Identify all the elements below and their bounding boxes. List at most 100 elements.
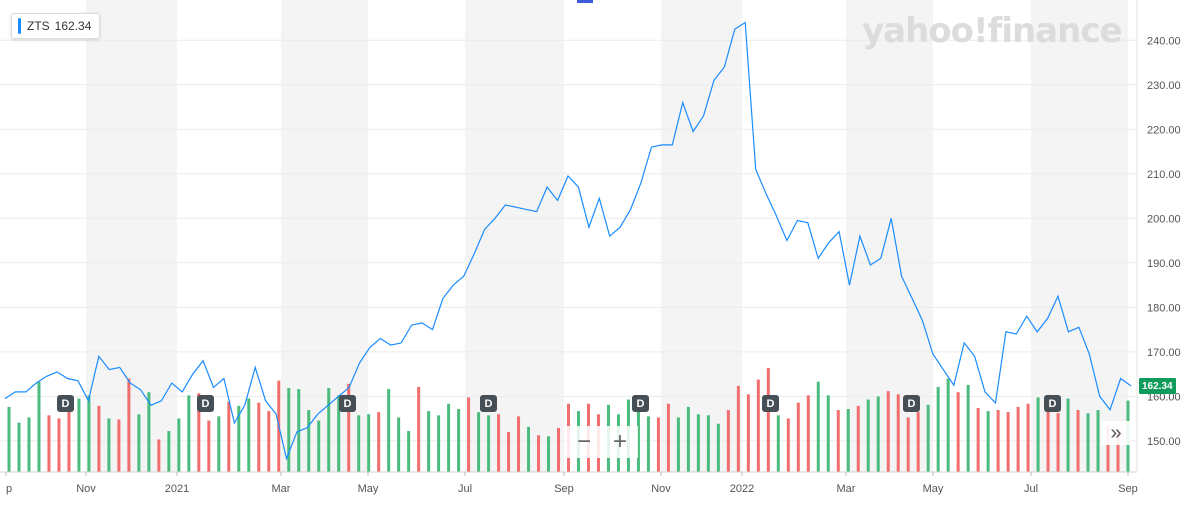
volume-bar [1056, 413, 1060, 472]
volume-bar [806, 395, 810, 472]
volume-bar [87, 395, 91, 472]
volume-bar [267, 411, 271, 472]
range-handle[interactable] [577, 0, 593, 3]
volume-bar [826, 395, 830, 472]
volume-bar [497, 414, 501, 472]
dividend-marker[interactable]: D [480, 395, 497, 412]
volume-bar [147, 392, 151, 472]
volume-bar [447, 403, 451, 472]
volume-bar [27, 417, 31, 472]
dividend-marker[interactable]: D [632, 395, 649, 412]
volume-bar [47, 415, 51, 472]
volume-bar [946, 378, 950, 472]
y-tick-label: 220.00 [1147, 124, 1181, 136]
month-band [281, 0, 368, 472]
volume-bar [976, 407, 980, 472]
volume-bar [257, 402, 261, 472]
volume-bar [1096, 410, 1100, 472]
volume-bar [217, 416, 221, 472]
y-tick-label: 200.00 [1147, 213, 1181, 225]
zoom-out-button[interactable]: − [576, 428, 591, 455]
month-band [86, 0, 177, 472]
volume-bar [706, 415, 710, 472]
volume-bar [906, 417, 910, 472]
dividend-marker[interactable]: D [1044, 395, 1061, 412]
volume-bar [397, 417, 401, 472]
volume-bar [157, 439, 161, 472]
volume-bar [1116, 430, 1120, 472]
dividend-marker[interactable]: D [903, 395, 920, 412]
volume-bar [846, 409, 850, 472]
volume-bar [377, 412, 381, 472]
volume-bar [966, 384, 970, 472]
volume-bar [836, 410, 840, 472]
dividend-marker[interactable]: D [197, 395, 214, 412]
volume-bar [77, 398, 81, 472]
volume-bar [237, 405, 241, 472]
volume-bar [656, 417, 660, 472]
month-band [661, 0, 742, 472]
volume-bar [467, 397, 471, 472]
volume-bar [666, 403, 670, 472]
y-tick-label: 180.00 [1147, 302, 1181, 314]
volume-bar [337, 395, 341, 472]
volume-bar [676, 417, 680, 472]
volume-bar [756, 379, 760, 472]
volume-bar [916, 412, 920, 472]
dividend-marker[interactable]: D [57, 395, 74, 412]
x-tick-label: Mar [272, 483, 291, 495]
x-tick-label: Jul [458, 483, 472, 495]
volume-bar [287, 388, 291, 472]
volume-bar [796, 402, 800, 472]
volume-bar [636, 399, 640, 472]
x-tick-label: May [923, 483, 944, 495]
volume-bar [387, 389, 391, 472]
volume-bar [1106, 425, 1110, 472]
volume-bar [437, 415, 441, 472]
volume-bar [776, 415, 780, 472]
volume-bar [786, 418, 790, 472]
volume-bar [686, 406, 690, 472]
volume-bar [167, 431, 171, 472]
volume-bar [936, 386, 940, 472]
y-tick-label: 210.00 [1147, 169, 1181, 181]
volume-bar [746, 394, 750, 472]
volume-bar [766, 368, 770, 472]
volume-bar [197, 393, 201, 472]
y-tick-label: 150.00 [1147, 436, 1181, 448]
price-line [4, 21, 1132, 461]
volume-bar [327, 388, 331, 472]
volume-bar [896, 394, 900, 472]
volume-bar [127, 378, 131, 472]
symbol-badge[interactable]: ZTS 162.34 [11, 13, 101, 39]
scroll-right-button[interactable]: » [1101, 421, 1131, 445]
volume-bar [726, 410, 730, 472]
x-tick-label: Sep [554, 483, 574, 495]
dividend-marker[interactable]: D [339, 395, 356, 412]
volume-bar [417, 386, 421, 472]
symbol-label: ZTS [27, 19, 50, 33]
zoom-controls: − + [566, 426, 638, 458]
volume-bar [696, 414, 700, 472]
dividend-marker[interactable]: D [762, 395, 779, 412]
x-tick-label: Sep [1118, 483, 1138, 495]
volume-bar [527, 426, 531, 472]
volume-bar [716, 423, 720, 472]
volume-bar [17, 422, 21, 472]
volume-bar [457, 409, 461, 472]
volume-bar [736, 385, 740, 472]
volume-bar [487, 415, 491, 472]
volume-bar [57, 418, 61, 472]
volume-bar [1006, 412, 1010, 472]
volume-bar [207, 420, 211, 472]
zoom-in-button[interactable]: + [612, 428, 627, 455]
volume-bar [97, 405, 101, 472]
month-band [1031, 0, 1128, 472]
volume-bar [1046, 407, 1050, 472]
volume-bar [1086, 413, 1090, 472]
volume-bar [247, 398, 251, 472]
x-tick-label: Nov [651, 483, 671, 495]
y-tick-label: 240.00 [1147, 35, 1181, 47]
volume-bar [646, 416, 650, 472]
